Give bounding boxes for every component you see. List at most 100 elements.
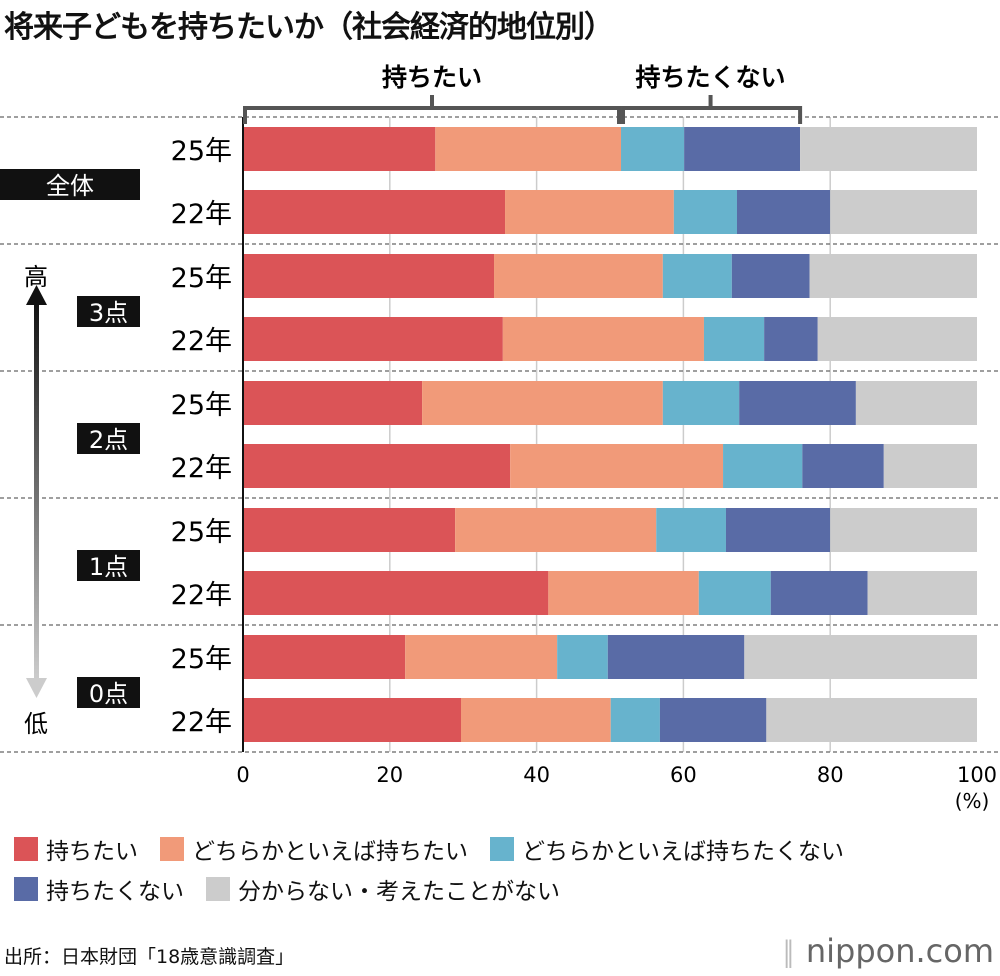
- legend-label: 持ちたくない: [46, 879, 184, 905]
- arrow-up-icon: [26, 285, 47, 305]
- bar-segment: [621, 127, 685, 171]
- bar-segment: [405, 635, 558, 679]
- group-label: 全体: [46, 172, 94, 200]
- bar-segment: [736, 190, 831, 234]
- bar-segment: [764, 317, 818, 361]
- logo-mark-icon: ║: [781, 940, 796, 968]
- group-label-box: [77, 296, 140, 327]
- x-unit-label: (%): [955, 789, 990, 813]
- bar-segment: [883, 444, 977, 488]
- bar-segment: [243, 381, 423, 425]
- bar-segment: [830, 190, 977, 234]
- legend-item: 持ちたい: [14, 832, 138, 866]
- row-label: 22年: [171, 580, 232, 611]
- bar-segment: [435, 127, 622, 171]
- bar-segment: [422, 381, 663, 425]
- arrow-down-icon: [26, 678, 47, 698]
- bar-segment: [557, 635, 608, 679]
- x-tick-label: 60: [670, 763, 697, 787]
- bar-segment: [502, 317, 704, 361]
- bar-segment: [684, 127, 801, 171]
- bar-segment: [510, 444, 724, 488]
- row-label: 22年: [171, 707, 232, 738]
- group-label: 1点: [89, 553, 128, 581]
- legend-row-1: 持ちたい どちらかといえば持ちたい どちらかといえば持ちたくない: [14, 832, 844, 866]
- high-label: 高: [24, 263, 48, 291]
- x-tick-label: 100: [957, 763, 997, 787]
- bar-segment: [243, 635, 406, 679]
- legend-item: 持ちたくない: [14, 872, 184, 906]
- bar-segment: [243, 190, 506, 234]
- bar-segment: [673, 190, 737, 234]
- legend-swatch: [206, 877, 230, 901]
- source-note: 出所：日本財団「18歳意識調査」: [4, 946, 295, 968]
- row-label: 25年: [171, 263, 232, 294]
- bar-segment: [725, 508, 831, 552]
- bar-segment: [494, 254, 663, 298]
- chart-title: 将来子どもを持ちたいか（社会経済的地位別）: [4, 10, 614, 45]
- bar-segment: [243, 698, 461, 742]
- bar-segment: [809, 254, 977, 298]
- bracket-want: [243, 106, 622, 124]
- bar-segment: [723, 444, 803, 488]
- x-tick-label: 40: [523, 763, 550, 787]
- legend-item: 分からない・考えたことがない: [206, 872, 560, 906]
- legend-label: どちらかといえば持ちたくない: [522, 839, 844, 865]
- bar-segment: [656, 508, 726, 552]
- group-label-box: [77, 677, 140, 708]
- arrow-shaft: [34, 300, 39, 680]
- legend-swatch: [490, 837, 514, 861]
- bar-segment: [698, 571, 771, 615]
- group-label: 0点: [89, 680, 128, 708]
- bar-segment: [243, 571, 549, 615]
- group-label-box: [77, 550, 140, 581]
- bar-segment: [830, 508, 977, 552]
- x-tick-label: 0: [236, 763, 249, 787]
- bar-segment: [800, 127, 977, 171]
- row-label: 25年: [171, 517, 232, 548]
- bar-segment: [731, 254, 810, 298]
- legend-swatch: [14, 837, 38, 861]
- bar-segment: [460, 698, 611, 742]
- bar-segment: [243, 317, 503, 361]
- group-label-box: [0, 169, 140, 200]
- bar-segment: [817, 317, 977, 361]
- row-label: 25年: [171, 390, 232, 421]
- bar-segment: [243, 508, 456, 552]
- logo-domain: .com: [915, 932, 994, 970]
- legend-label: どちらかといえば持ちたい: [192, 839, 468, 865]
- bracket-not-want: [621, 106, 803, 124]
- bar-segment: [243, 444, 511, 488]
- legend-swatch: [14, 877, 38, 901]
- group-label: 2点: [89, 426, 128, 454]
- bar-segment: [703, 317, 765, 361]
- row-label: 22年: [171, 453, 232, 484]
- bar-segment: [610, 698, 660, 742]
- bracket-label-not-want: 持ちたくない: [636, 63, 786, 92]
- row-label: 22年: [171, 326, 232, 357]
- group-label: 3点: [89, 299, 128, 327]
- bar-segment: [867, 571, 977, 615]
- row-label: 22年: [171, 199, 232, 230]
- legend-item: どちらかといえば持ちたくない: [490, 832, 844, 866]
- row-label: 25年: [171, 644, 232, 675]
- logo-text: nippon: [805, 932, 916, 970]
- bar-segment: [770, 571, 868, 615]
- bar-segment: [243, 254, 495, 298]
- bar-segment: [505, 190, 674, 234]
- bar-segment: [739, 381, 856, 425]
- bracket-label-want: 持ちたい: [382, 63, 482, 92]
- bar-segment: [548, 571, 699, 615]
- bar-segment: [243, 127, 436, 171]
- x-tick-label: 20: [376, 763, 403, 787]
- bar-segment: [802, 444, 884, 488]
- row-label: 25年: [171, 136, 232, 167]
- legend-swatch: [160, 837, 184, 861]
- bar-segment: [455, 508, 657, 552]
- bar-segment: [662, 254, 732, 298]
- nippon-logo: ║ nippon.com: [781, 932, 994, 970]
- legend-label: 持ちたい: [46, 839, 138, 865]
- bar-segment: [744, 635, 977, 679]
